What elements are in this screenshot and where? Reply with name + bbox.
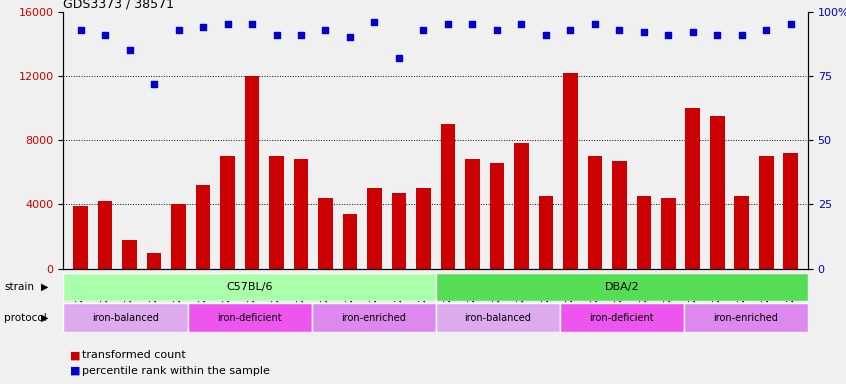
Point: [514, 21, 528, 27]
Text: iron-deficient: iron-deficient: [590, 313, 654, 323]
Bar: [783, 153, 798, 269]
Bar: [294, 159, 308, 269]
Point: [393, 55, 406, 61]
Bar: [122, 240, 137, 269]
Bar: [612, 161, 627, 269]
Text: iron-deficient: iron-deficient: [217, 313, 282, 323]
Point: [563, 26, 577, 33]
Point: [637, 29, 651, 35]
Text: ■: ■: [70, 350, 80, 360]
Bar: [490, 163, 504, 269]
Bar: [188, 303, 311, 332]
Point: [343, 34, 357, 40]
Point: [294, 31, 308, 38]
Point: [123, 47, 136, 53]
Point: [368, 19, 382, 25]
Text: iron-balanced: iron-balanced: [92, 313, 159, 323]
Bar: [436, 273, 808, 301]
Point: [735, 31, 749, 38]
Point: [441, 21, 454, 27]
Point: [74, 26, 87, 33]
Bar: [560, 303, 684, 332]
Bar: [661, 198, 676, 269]
Bar: [416, 189, 431, 269]
Point: [711, 31, 724, 38]
Text: ■: ■: [70, 366, 80, 376]
Point: [147, 81, 161, 87]
Bar: [343, 214, 357, 269]
Bar: [98, 201, 113, 269]
Text: strain: strain: [4, 282, 34, 292]
Bar: [318, 198, 332, 269]
Text: iron-enriched: iron-enriched: [341, 313, 406, 323]
Bar: [563, 73, 578, 269]
Bar: [195, 185, 211, 269]
Point: [539, 31, 552, 38]
Bar: [367, 189, 382, 269]
Point: [686, 29, 700, 35]
Bar: [63, 303, 188, 332]
Bar: [759, 156, 773, 269]
Point: [319, 26, 332, 33]
Bar: [63, 273, 436, 301]
Bar: [436, 303, 560, 332]
Bar: [269, 156, 284, 269]
Bar: [244, 76, 260, 269]
Text: protocol: protocol: [4, 313, 47, 323]
Bar: [146, 253, 162, 269]
Point: [760, 26, 773, 33]
Point: [784, 21, 798, 27]
Bar: [74, 206, 88, 269]
Bar: [734, 197, 750, 269]
Bar: [465, 159, 480, 269]
Point: [588, 21, 602, 27]
Text: DBA/2: DBA/2: [605, 282, 639, 292]
Bar: [514, 143, 529, 269]
Point: [221, 21, 234, 27]
Point: [465, 21, 479, 27]
Text: GDS3373 / 38571: GDS3373 / 38571: [63, 0, 174, 10]
Bar: [220, 156, 235, 269]
Point: [270, 31, 283, 38]
Bar: [684, 303, 808, 332]
Point: [98, 31, 112, 38]
Point: [196, 24, 210, 30]
Bar: [311, 303, 436, 332]
Bar: [441, 124, 455, 269]
Bar: [636, 197, 651, 269]
Point: [245, 21, 259, 27]
Text: iron-balanced: iron-balanced: [464, 313, 531, 323]
Text: percentile rank within the sample: percentile rank within the sample: [82, 366, 270, 376]
Bar: [710, 116, 725, 269]
Text: ▶: ▶: [41, 282, 48, 292]
Text: transformed count: transformed count: [82, 350, 186, 360]
Text: C57BL/6: C57BL/6: [227, 282, 272, 292]
Bar: [171, 205, 186, 269]
Bar: [587, 156, 602, 269]
Point: [613, 26, 626, 33]
Point: [417, 26, 431, 33]
Bar: [685, 108, 700, 269]
Text: iron-enriched: iron-enriched: [713, 313, 778, 323]
Point: [662, 31, 675, 38]
Point: [490, 26, 503, 33]
Point: [172, 26, 185, 33]
Bar: [539, 197, 553, 269]
Bar: [392, 193, 406, 269]
Text: ▶: ▶: [41, 313, 48, 323]
